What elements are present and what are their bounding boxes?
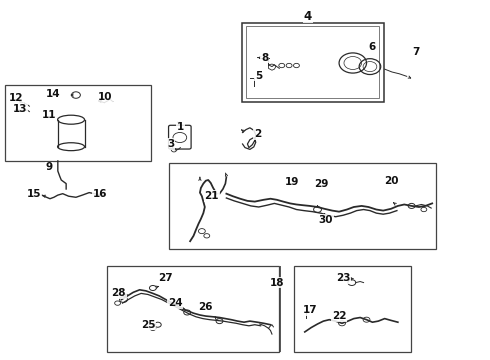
Text: 30: 30 [318, 215, 333, 225]
Text: 4: 4 [304, 10, 312, 23]
Text: 10: 10 [98, 92, 113, 102]
Text: 18: 18 [270, 278, 284, 288]
Text: 9: 9 [46, 162, 52, 172]
Text: 12: 12 [8, 93, 23, 103]
Text: 20: 20 [384, 176, 398, 186]
Text: 29: 29 [314, 179, 328, 189]
Text: 3: 3 [167, 139, 174, 149]
Text: 25: 25 [141, 320, 155, 330]
Text: 8: 8 [261, 53, 268, 63]
Text: 21: 21 [204, 191, 219, 201]
Text: 2: 2 [254, 129, 261, 139]
Text: 16: 16 [93, 189, 108, 199]
Text: 19: 19 [285, 177, 299, 187]
Text: 22: 22 [332, 311, 346, 321]
Text: 23: 23 [336, 273, 350, 283]
Text: 5: 5 [255, 71, 262, 81]
Text: 6: 6 [369, 42, 376, 52]
Text: 27: 27 [158, 273, 173, 283]
Text: 26: 26 [198, 302, 213, 312]
Text: 13: 13 [12, 104, 27, 114]
Text: 1: 1 [177, 122, 184, 132]
Text: 17: 17 [302, 305, 317, 315]
Text: 24: 24 [168, 298, 183, 308]
Text: 7: 7 [412, 47, 419, 57]
Text: 15: 15 [27, 189, 42, 199]
Text: 14: 14 [46, 89, 60, 99]
Text: 28: 28 [111, 288, 126, 298]
Text: 11: 11 [42, 110, 56, 120]
